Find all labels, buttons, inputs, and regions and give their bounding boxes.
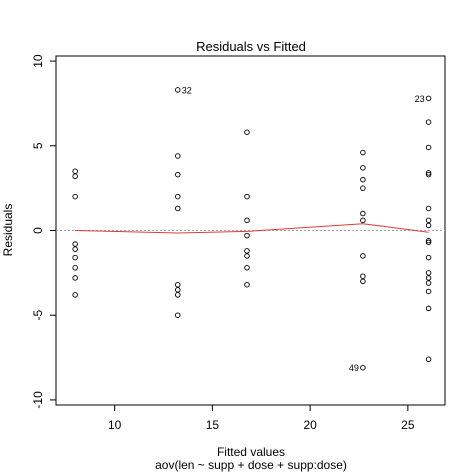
data-point-4-4 <box>425 171 432 178</box>
data-point-2-5 <box>244 253 250 259</box>
data-point-2-4 <box>244 248 250 254</box>
data-point-4-15 <box>425 305 432 312</box>
data-point-0-5 <box>72 254 78 261</box>
chart-subtitle: aov(len ~ supp + dose + supp:dose) <box>155 458 347 472</box>
data-point-4-12 <box>425 275 432 281</box>
y-axis: -10 -5 0 5 10 <box>31 54 57 409</box>
data-point-0-6 <box>72 265 78 271</box>
data-point-4-8 <box>425 237 432 244</box>
data-point-2-6 <box>244 265 250 271</box>
point-annotations: 32 23 49 <box>182 85 425 373</box>
x-axis-label: Fitted values <box>217 445 285 459</box>
chart-title: Residuals vs Fitted <box>196 39 306 54</box>
residual-points <box>72 87 432 371</box>
data-point-4-9 <box>425 239 432 246</box>
data-point-4-3 <box>425 170 432 176</box>
data-point-1-6 <box>175 287 181 293</box>
annotation-32: 32 <box>182 85 192 95</box>
data-point-4-7 <box>425 222 432 229</box>
data-point-0-8 <box>72 292 78 298</box>
data-point-1-7 <box>175 292 181 298</box>
data-point-1-8 <box>175 312 181 318</box>
data-point-1-5 <box>175 281 181 288</box>
data-point-3-1 <box>360 165 366 171</box>
data-point-4-2 <box>425 144 432 151</box>
data-point-0-3 <box>72 241 78 247</box>
data-point-4-14 <box>425 288 432 295</box>
plot-frame <box>55 55 446 406</box>
data-point-1-0 <box>175 87 181 93</box>
data-point-2-7 <box>244 281 250 288</box>
y-tick-label-0: -10 <box>31 391 45 409</box>
x-tick-label-2: 20 <box>303 418 317 432</box>
y-tick-label-3: 5 <box>31 142 45 149</box>
data-point-2-3 <box>244 232 250 239</box>
y-tick-label-1: -5 <box>31 310 45 321</box>
annotation-23: 23 <box>415 94 425 104</box>
smoother-line <box>75 223 429 234</box>
data-point-2-0 <box>244 129 250 135</box>
x-tick-label-3: 25 <box>401 418 415 432</box>
data-point-4-16 <box>425 356 432 363</box>
x-tick-label-0: 10 <box>108 418 122 432</box>
data-point-0-7 <box>72 275 78 281</box>
x-tick-label-1: 15 <box>206 418 220 432</box>
data-point-3-4 <box>360 210 366 217</box>
y-tick-label-2: 0 <box>31 227 45 234</box>
data-point-0-4 <box>72 246 78 252</box>
data-point-3-0 <box>360 149 366 156</box>
data-point-0-2 <box>72 193 78 200</box>
data-point-4-5 <box>425 205 432 212</box>
data-point-3-8 <box>360 278 366 285</box>
data-point-3-2 <box>360 176 366 183</box>
data-point-3-6 <box>360 253 366 259</box>
data-point-4-13 <box>425 280 432 286</box>
data-point-4-6 <box>425 217 432 224</box>
data-point-0-1 <box>72 173 78 180</box>
data-point-4-10 <box>425 254 432 261</box>
y-axis-label: Residuals <box>1 204 15 257</box>
y-tick-label-4: 10 <box>31 54 45 68</box>
data-point-2-2 <box>244 217 250 224</box>
data-point-0-0 <box>72 168 78 174</box>
data-point-2-1 <box>244 193 250 200</box>
data-point-3-7 <box>360 273 366 279</box>
data-point-1-2 <box>175 171 181 178</box>
x-axis: 10 15 20 25 <box>108 404 415 432</box>
data-point-3-3 <box>360 185 366 191</box>
data-point-4-11 <box>425 270 432 276</box>
data-point-3-5 <box>360 217 366 224</box>
data-point-3-9 <box>360 364 366 371</box>
data-point-1-1 <box>175 153 181 159</box>
data-point-1-4 <box>175 205 181 212</box>
annotation-49: 49 <box>349 363 359 373</box>
data-point-4-1 <box>425 119 432 125</box>
data-point-1-3 <box>175 193 181 200</box>
data-point-4-0 <box>425 95 432 102</box>
